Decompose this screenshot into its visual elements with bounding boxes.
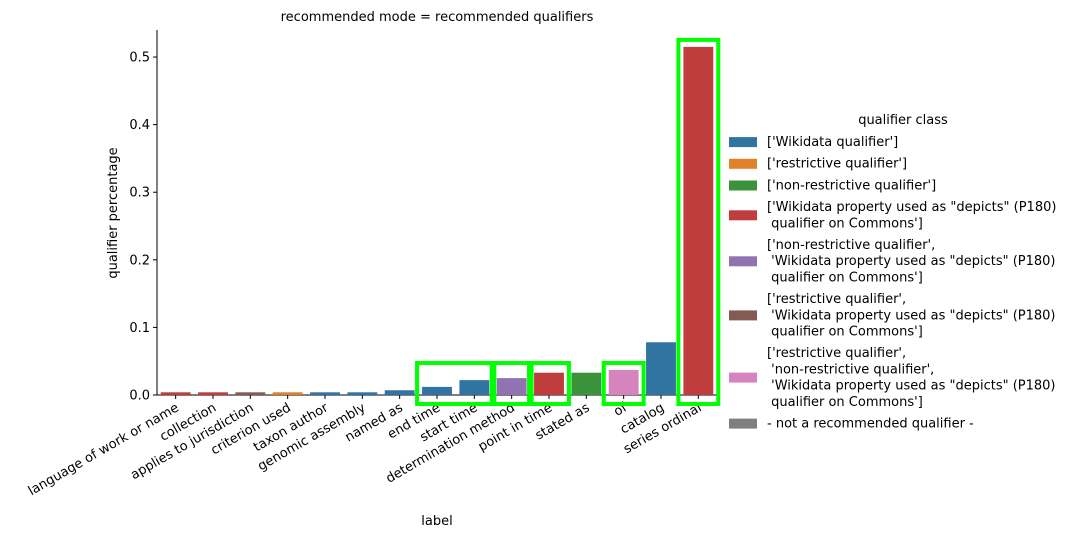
bar-12 (571, 372, 602, 395)
bar-1 (160, 392, 191, 395)
y-tick-label: 0.5 (129, 51, 150, 66)
legend-label-6: ['restrictive qualifier', 'Wikidata prop… (767, 292, 1056, 339)
bar-2 (198, 392, 228, 395)
legend-swatch-1 (729, 137, 757, 148)
highlight-box-3 (527, 361, 571, 406)
legend-label-8: - not a recommended qualifier - (767, 417, 974, 432)
bar-15 (683, 46, 714, 396)
chart-title: recommended mode = recommended qualifier… (281, 10, 594, 25)
legend-swatch-4 (729, 210, 757, 221)
bar-9 (459, 380, 490, 395)
plot-area: 0.0 0.1 0.2 0.3 0.4 0.5 language of work or na… (26, 30, 721, 499)
legend-label-3: ['non-restrictive qualifier'] (767, 178, 936, 193)
bar-5 (310, 392, 340, 395)
y-tick-label: 0.1 (129, 321, 150, 336)
y-tick-label: 0.2 (129, 253, 150, 268)
legend-swatch-2 (729, 158, 757, 169)
legend-swatch-3 (729, 180, 757, 191)
bar-10 (496, 378, 527, 395)
legend-swatch-6 (729, 310, 757, 321)
y-tick-label: 0.3 (129, 186, 150, 201)
legend: qualifier class ['Wikidata qualifier'] ['r… (729, 113, 1056, 432)
bar-6 (347, 392, 378, 395)
bar-8 (422, 386, 452, 395)
legend-label-2: ['restrictive qualifier'] (767, 157, 907, 172)
legend-label-4: ['Wikidata property used as "depicts" (P… (767, 200, 1056, 231)
highlight-box-1 (415, 361, 497, 406)
legend-label-1: ['Wikidata qualifier'] (767, 135, 898, 150)
legend-label-7: ['restrictive qualifier', 'non-restricti… (767, 346, 1056, 410)
bar-4 (272, 392, 303, 395)
bar-11 (534, 372, 564, 395)
legend-title: qualifier class (858, 113, 948, 128)
legend-label-5: ['non-restrictive qualifier', 'Wikidata … (767, 238, 1056, 285)
legend-swatch-5 (729, 256, 757, 267)
legend-swatch-8 (729, 418, 757, 429)
highlight-box-2 (489, 361, 534, 406)
highlight-box-4 (601, 360, 646, 407)
y-tick-label: 0.4 (129, 118, 150, 133)
bar-14 (646, 342, 676, 395)
bar-7 (384, 390, 415, 395)
legend-swatch-7 (729, 372, 757, 383)
highlight-box-5 (676, 37, 721, 406)
y-tick-label: 0.0 (129, 389, 150, 404)
bar-13 (608, 369, 639, 395)
x-tick-label: language of work or name (26, 400, 182, 499)
y-axis-label: qualifier percentage (106, 147, 121, 278)
bar-3 (235, 392, 266, 395)
x-axis-label: label (421, 514, 452, 529)
